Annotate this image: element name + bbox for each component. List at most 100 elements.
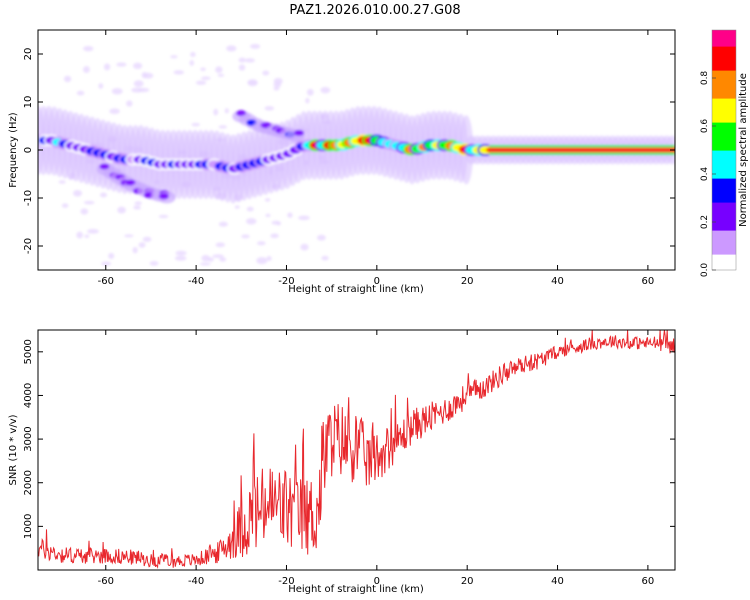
colorbar-segment	[712, 38, 736, 43]
spectrogram-speckle	[73, 189, 83, 197]
x-tick-label: 20	[461, 576, 474, 587]
colorbar-segment	[712, 210, 736, 215]
spectrogram-speckle	[246, 206, 254, 212]
spectrogram-speckle	[241, 234, 250, 239]
snr-x-label: Height of straight line (km)	[288, 584, 424, 595]
spectrogram-speckle	[170, 55, 178, 59]
spectrogram-speckle	[300, 243, 309, 251]
y-tick-label: 0	[23, 147, 34, 153]
spectrogram-speckle	[133, 80, 144, 88]
colorbar-segment	[712, 114, 736, 119]
spectrogram-branch-blob	[294, 129, 305, 136]
colorbar-segment	[712, 206, 736, 211]
spectrogram-speckle	[108, 252, 115, 260]
spectrogram-speckle	[84, 234, 90, 239]
spectrogram-speckle	[142, 236, 152, 242]
spectrogram-speckle	[199, 262, 211, 266]
y-tick-label: 10	[23, 96, 34, 109]
colorbar-segment	[712, 186, 736, 191]
spectrogram-speckle	[266, 255, 272, 261]
spectrogram-speckle	[262, 70, 270, 76]
spectrogram-speckle	[195, 80, 207, 85]
colorbar-segment	[712, 78, 736, 83]
colorbar-segment	[712, 254, 736, 259]
spectrogram-y-label: Frequency (Hz)	[8, 112, 19, 188]
spectrogram-blobs	[38, 43, 675, 266]
colorbar-segment	[712, 134, 736, 139]
colorbar-segment	[712, 174, 736, 179]
spectrogram-speckle	[306, 88, 314, 96]
spectrogram-speckle	[245, 218, 257, 225]
colorbar-segment	[712, 222, 736, 227]
spectrogram-speckle	[80, 208, 89, 215]
colorbar-segment	[712, 50, 736, 55]
colorbar-segment	[712, 94, 736, 99]
colorbar-segment	[712, 234, 736, 239]
x-tick-label: 0	[374, 276, 380, 287]
colorbar-segment	[712, 218, 736, 223]
colorbar-segment	[712, 98, 736, 103]
spectrogram-speckle	[273, 86, 280, 91]
colorbar-segment	[712, 258, 736, 263]
spectrogram-speckle	[132, 247, 138, 254]
snr-y-label: SNR (10 * v/v)	[8, 414, 19, 485]
x-tick-label: 0	[374, 576, 380, 587]
colorbar-segment	[712, 106, 736, 111]
spectrogram-speckle	[305, 97, 310, 104]
y-tick-label: 4000	[23, 383, 34, 408]
spectrogram-speckle	[76, 90, 85, 96]
spectrogram-y-axis: -20 -10 0 10 20	[23, 48, 675, 254]
colorbar-segment	[712, 246, 736, 251]
spectrogram-speckle	[201, 76, 211, 80]
colorbar-segment	[712, 110, 736, 115]
colorbar-segment	[712, 34, 736, 39]
colorbar-segment	[712, 158, 736, 163]
colorbar-segment	[712, 30, 736, 35]
spectrogram-speckle	[218, 125, 228, 129]
x-tick-label: -60	[98, 276, 114, 287]
colorbar-segment	[712, 242, 736, 247]
y-tick-label: -20	[23, 238, 34, 254]
colorbar-segment	[712, 42, 736, 47]
spectrogram-speckle	[213, 108, 219, 116]
spectrogram-panel: -60 -40 -20 0 20 40 60 -20 -10 0 10 20 Height of s…	[8, 29, 676, 295]
spectrogram-speckle	[212, 254, 224, 259]
spectrogram-speckle	[276, 221, 281, 226]
spectrogram-speckle	[86, 229, 99, 234]
x-tick-label: -60	[98, 576, 114, 587]
spectrogram-speckle	[321, 255, 329, 261]
spectrogram-speckle	[174, 255, 187, 261]
spectrogram-x-label: Height of straight line (km)	[288, 284, 424, 295]
y-tick-label: 2000	[23, 470, 34, 495]
spectrogram-speckle	[76, 231, 83, 239]
snr-frame	[37, 329, 676, 571]
spectrogram-speckle	[298, 215, 310, 221]
colorbar-segment	[712, 122, 736, 127]
spectrogram-speckle	[190, 51, 196, 58]
x-tick-label: -40	[188, 276, 204, 287]
spectrogram-branch-blob	[99, 163, 110, 170]
x-tick-label: 40	[551, 276, 564, 287]
snr-panel: -60 -40 -20 0 20 40 60 1000 2000 3000 4000 5000 He…	[8, 329, 676, 595]
spectrogram-speckle	[265, 213, 271, 218]
spectrogram-speckle	[175, 250, 187, 256]
spectrogram-speckle	[256, 241, 266, 246]
spectrogram-speckle	[138, 87, 150, 93]
y-tick-label: 1000	[23, 514, 34, 539]
colorbar-segment	[712, 62, 736, 67]
spectrogram-speckle	[238, 57, 246, 63]
spectrogram-speckle	[124, 234, 134, 238]
spectrogram-speckle	[191, 122, 201, 127]
colorbar-segment	[712, 262, 736, 267]
y-tick-label: 5000	[23, 339, 34, 364]
spectrogram-speckle	[320, 86, 331, 94]
spectrogram-speckle	[98, 83, 104, 89]
spectrogram-speckle	[256, 257, 268, 265]
spectrogram-speckle	[264, 106, 275, 111]
colorbar-strip	[712, 30, 736, 271]
colorbar-segment	[712, 214, 736, 219]
colorbar-tick-label: 0.4	[700, 167, 710, 182]
colorbar-segment	[712, 202, 736, 207]
spectrogram-speckle	[83, 66, 90, 74]
x-tick-label: 20	[461, 276, 474, 287]
